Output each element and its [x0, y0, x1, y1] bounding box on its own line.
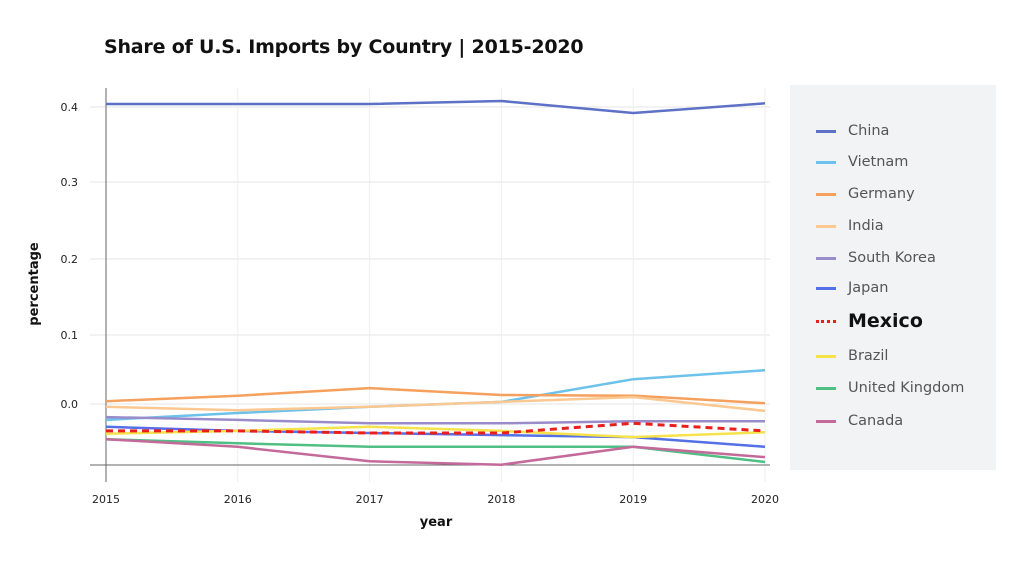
legend-swatch	[816, 224, 836, 228]
x-tick-label: 2017	[356, 493, 384, 506]
legend-label: South Korea	[848, 250, 936, 266]
legend-swatch	[816, 354, 836, 358]
x-tick-label: 2020	[751, 493, 779, 506]
legend-item-china[interactable]: China	[816, 121, 889, 141]
legend-swatch	[816, 286, 836, 290]
legend-label: Vietnam	[848, 154, 909, 170]
legend-label: Mexico	[848, 310, 923, 332]
x-tick-label: 2019	[619, 493, 647, 506]
y-tick-label: 0.4	[61, 101, 79, 114]
legend-label: Germany	[848, 186, 915, 202]
legend-item-india[interactable]: India	[816, 216, 884, 236]
legend-item-vietnam[interactable]: Vietnam	[816, 152, 908, 172]
legend-swatch	[816, 256, 836, 260]
y-tick-label: 0.1	[61, 329, 79, 342]
chart-title: Share of U.S. Imports by Country | 2015-…	[104, 36, 584, 58]
legend-swatch	[816, 160, 836, 164]
y-tick-label: 0.0	[61, 398, 79, 411]
series-line-india	[105, 395, 766, 413]
legend-swatch	[816, 192, 836, 196]
legend-item-mexico[interactable]: Mexico	[816, 310, 923, 332]
legend-item-japan[interactable]: Japan	[816, 278, 888, 298]
legend: China Vietnam Germany India South Korea Japan…	[790, 85, 996, 470]
legend-swatch	[816, 386, 836, 390]
y-tick-label: 0.3	[61, 176, 79, 189]
series-line-vietnam	[105, 368, 766, 422]
legend-item-south-korea[interactable]: South Korea	[816, 248, 936, 268]
series-line-mexico	[106, 421, 766, 435]
y-ticks: 0.4 0.3 0.2 0.1 0.0	[61, 101, 79, 411]
legend-item-brazil[interactable]: Brazil	[816, 346, 888, 366]
legend-item-united-kingdom[interactable]: United Kingdom	[816, 378, 964, 398]
series-line-south-korea	[105, 415, 765, 425]
legend-label: Brazil	[848, 348, 889, 364]
legend-label: India	[848, 218, 884, 234]
legend-swatch	[816, 129, 836, 133]
series-line-china	[106, 99, 766, 115]
legend-label: Canada	[848, 413, 904, 429]
legend-label: United Kingdom	[848, 380, 965, 396]
y-axis-label: percentage	[27, 242, 42, 326]
x-tick-label: 2018	[487, 493, 515, 506]
legend-label: China	[848, 123, 890, 139]
x-axis-label: year	[420, 515, 453, 530]
x-ticks: 2015 2016 2017 2018 2019 2020	[92, 493, 779, 506]
x-tick-label: 2016	[224, 493, 252, 506]
series-lines	[105, 99, 766, 466]
legend-swatch	[816, 319, 836, 323]
series-line-canada	[105, 437, 766, 466]
series-line-germany	[105, 386, 766, 405]
x-tick-label: 2015	[92, 493, 120, 506]
legend-item-germany[interactable]: Germany	[816, 184, 915, 204]
legend-swatch	[816, 419, 836, 423]
y-tick-label: 0.2	[61, 253, 79, 266]
legend-item-canada[interactable]: Canada	[816, 411, 903, 431]
legend-label: Japan	[848, 280, 889, 296]
